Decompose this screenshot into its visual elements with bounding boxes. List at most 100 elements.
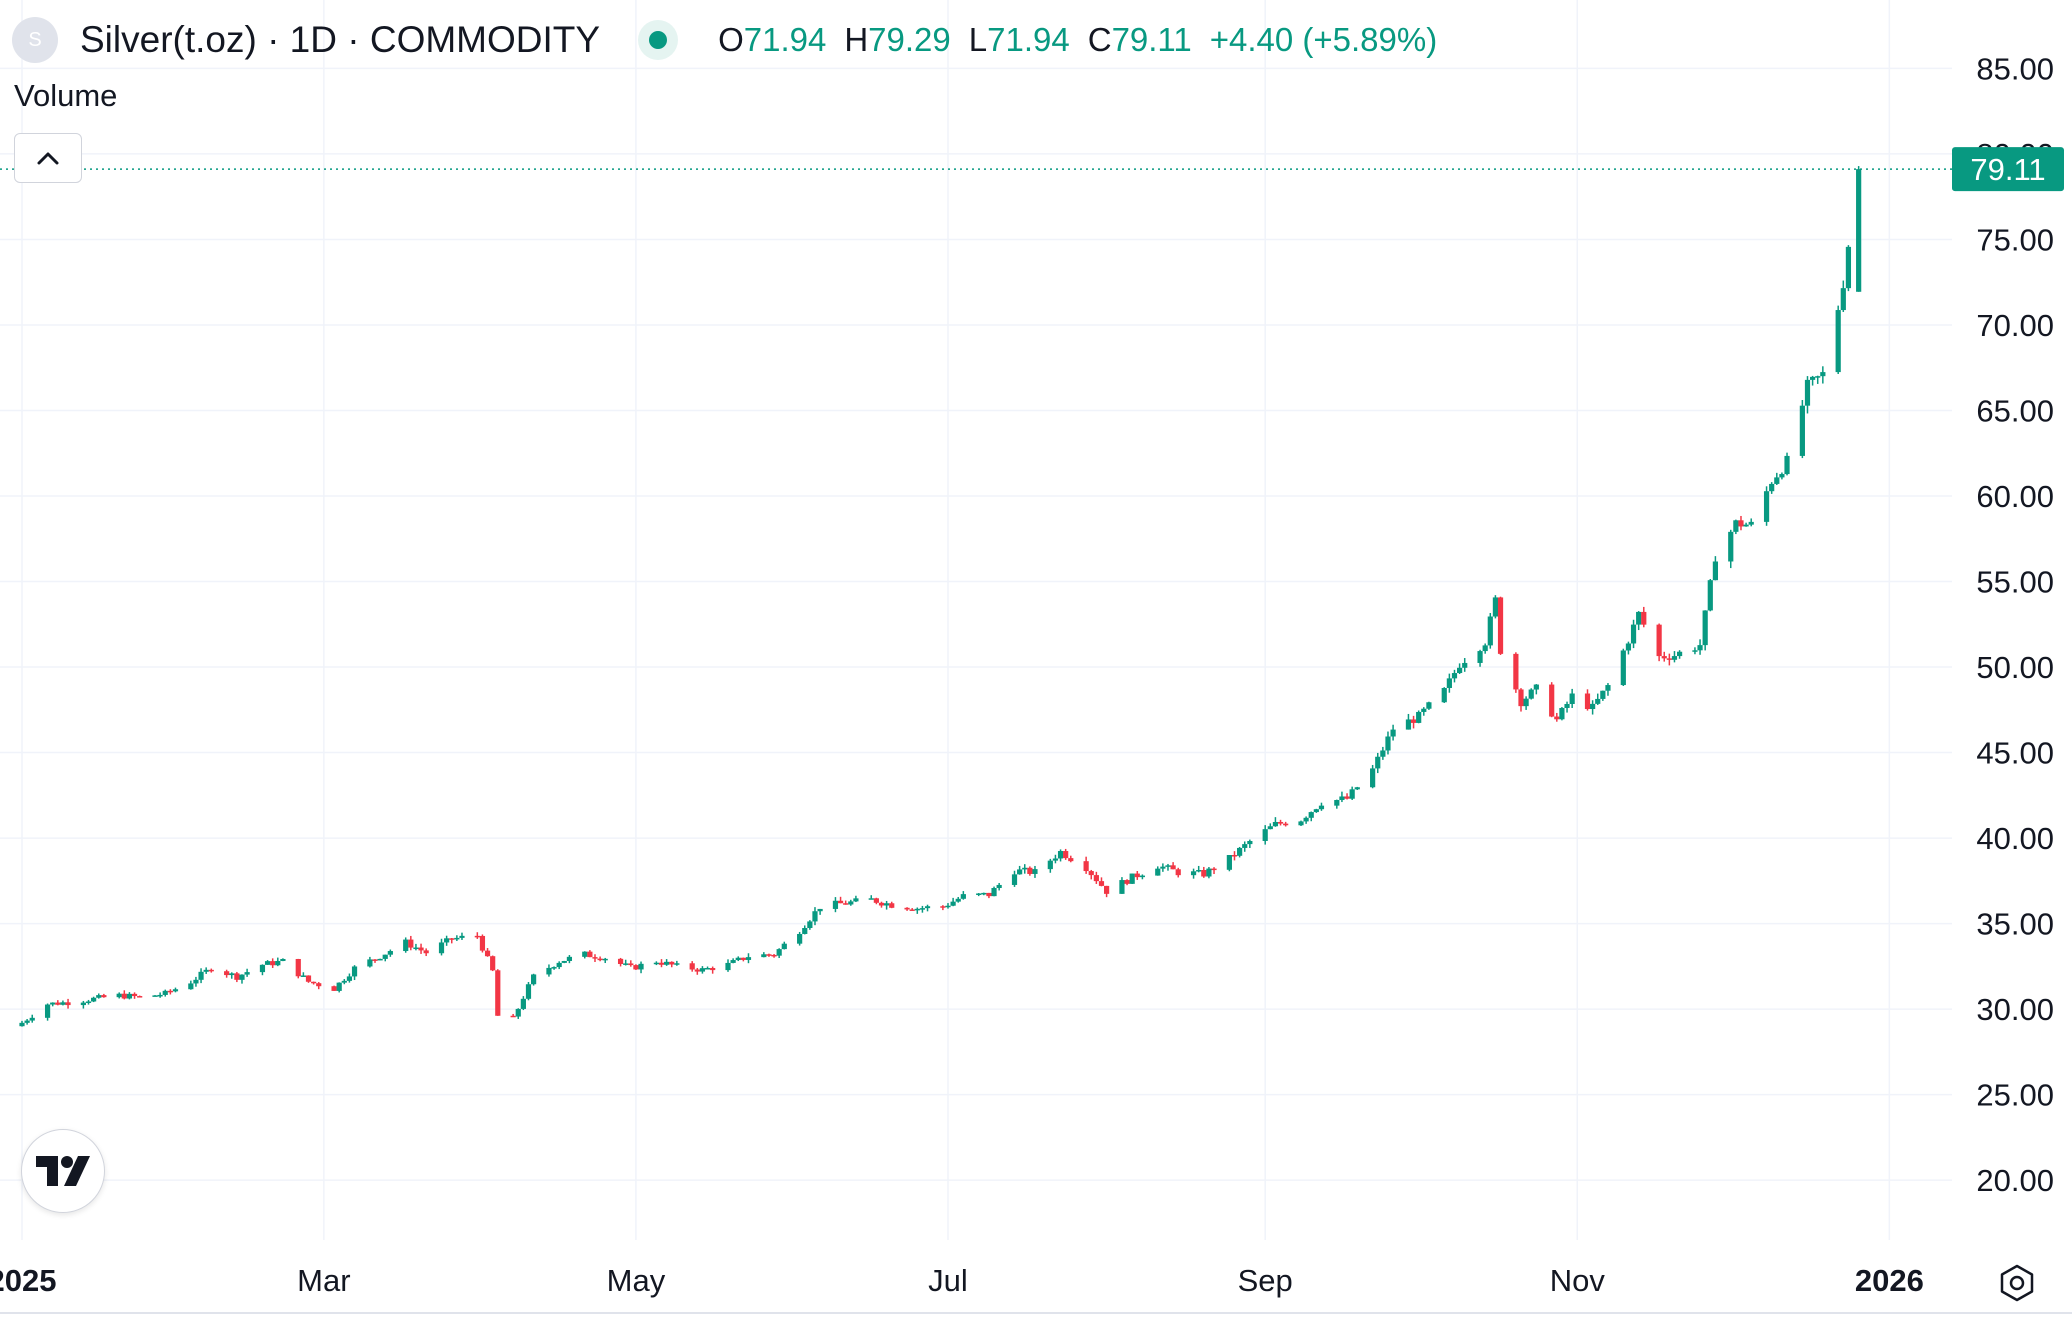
candle-body bbox=[919, 908, 926, 910]
y-tick-label: 50.00 bbox=[1976, 650, 2054, 685]
candle-body bbox=[1011, 874, 1018, 885]
settings-button[interactable] bbox=[1992, 1258, 2042, 1308]
candle-body bbox=[1605, 685, 1611, 691]
candle-body bbox=[950, 901, 956, 906]
candle-body bbox=[561, 960, 567, 963]
candle-body bbox=[848, 901, 854, 905]
candle-body bbox=[546, 967, 552, 975]
candle-body bbox=[1318, 805, 1325, 810]
candle-body bbox=[1277, 821, 1284, 824]
candle-body bbox=[582, 951, 588, 957]
candle-body bbox=[1482, 645, 1488, 652]
candle-body bbox=[80, 1002, 86, 1006]
last-candle-body bbox=[1856, 169, 1862, 292]
candle-body bbox=[244, 972, 250, 975]
candle-body bbox=[367, 959, 373, 967]
candle-body bbox=[909, 909, 915, 911]
candle-body bbox=[669, 961, 675, 965]
candle-body bbox=[1349, 789, 1355, 799]
close-label: C bbox=[1087, 21, 1112, 58]
candle-body bbox=[1559, 707, 1565, 720]
chart-grid bbox=[0, 0, 1952, 1240]
candle-body bbox=[275, 960, 281, 966]
candle-body bbox=[1139, 875, 1146, 878]
candle-body bbox=[311, 981, 317, 984]
collapse-button[interactable] bbox=[14, 133, 82, 183]
candle-body bbox=[1600, 690, 1606, 699]
candle-body bbox=[832, 900, 839, 909]
candle-body bbox=[1820, 372, 1826, 377]
candle-body bbox=[628, 963, 634, 966]
candle-body bbox=[234, 973, 240, 980]
candle-body bbox=[1774, 477, 1780, 484]
candle-body bbox=[1497, 597, 1504, 654]
candle-body bbox=[413, 947, 419, 950]
candle-body bbox=[1313, 809, 1319, 813]
silver-symbol-icon[interactable]: S bbox=[12, 17, 58, 63]
candle-body bbox=[699, 968, 706, 972]
open-value: 71.94 bbox=[743, 21, 827, 58]
y-axis: 85.0080.0075.0070.0065.0060.0055.0050.00… bbox=[1976, 51, 2054, 1198]
candle-body bbox=[1165, 865, 1171, 867]
candle-body bbox=[1625, 643, 1632, 651]
y-tick-label: 85.00 bbox=[1976, 51, 2054, 86]
candle-body bbox=[1533, 684, 1539, 690]
candle-body bbox=[1093, 875, 1099, 882]
candle-body bbox=[914, 908, 920, 911]
candle-body bbox=[1492, 597, 1499, 617]
open-label: O bbox=[718, 21, 744, 58]
candle-body bbox=[704, 968, 711, 970]
candle-body bbox=[1564, 703, 1570, 708]
volume-label[interactable]: Volume bbox=[14, 78, 118, 113]
symbol-title[interactable]: Silver(t.oz) · 1D · COMMODITY bbox=[80, 19, 601, 60]
candle-body bbox=[597, 958, 603, 961]
candle-body bbox=[1088, 871, 1094, 876]
candle-body bbox=[1656, 624, 1662, 657]
market-status-icon[interactable] bbox=[638, 20, 679, 60]
candle-body bbox=[566, 956, 573, 961]
candle-body bbox=[438, 942, 445, 954]
symbol-letter: S bbox=[28, 28, 42, 51]
ohlc-values: O 71.94 H 79.29 L 71.94 C 79.11 +4.40 (+… bbox=[718, 21, 1437, 59]
candle-body bbox=[1119, 880, 1125, 894]
candle-body bbox=[1630, 624, 1637, 644]
candle-body bbox=[193, 979, 199, 984]
candle-body bbox=[1728, 531, 1734, 562]
candle-body bbox=[1528, 689, 1534, 699]
candle-body bbox=[587, 951, 593, 958]
candle-body bbox=[602, 958, 608, 961]
last-price-text: 79.11 bbox=[1970, 152, 2045, 187]
candle-body bbox=[1047, 860, 1053, 870]
candle-body bbox=[960, 894, 966, 899]
candle-body bbox=[152, 995, 158, 997]
candle-body bbox=[403, 939, 409, 952]
tradingview-logo-button[interactable] bbox=[21, 1129, 105, 1213]
candle-body bbox=[418, 947, 424, 951]
candle-body bbox=[1410, 719, 1417, 723]
candle-body bbox=[484, 950, 491, 957]
candle-body bbox=[761, 954, 767, 958]
candle-body bbox=[730, 960, 736, 963]
candle-body bbox=[689, 963, 695, 970]
candle-body bbox=[674, 963, 680, 965]
candle-body bbox=[658, 962, 665, 965]
candle-body bbox=[1027, 867, 1033, 874]
y-tick-label: 70.00 bbox=[1976, 308, 2054, 343]
candle-body bbox=[1196, 870, 1202, 872]
candle-body bbox=[981, 892, 987, 895]
candle-body bbox=[387, 951, 393, 955]
candle-body bbox=[807, 921, 813, 929]
candle-body bbox=[1155, 868, 1161, 876]
candle-body bbox=[239, 974, 245, 980]
candle-body bbox=[766, 954, 772, 956]
candle-body bbox=[131, 993, 138, 997]
candle-body bbox=[1206, 868, 1212, 877]
candle-body bbox=[1671, 656, 1678, 660]
candle-body bbox=[1380, 750, 1386, 757]
candle-body bbox=[515, 1008, 521, 1017]
candle-body bbox=[638, 963, 644, 970]
candle-body bbox=[710, 968, 716, 971]
x-tick-label: Nov bbox=[1550, 1263, 1606, 1298]
candle-body bbox=[1779, 474, 1785, 478]
